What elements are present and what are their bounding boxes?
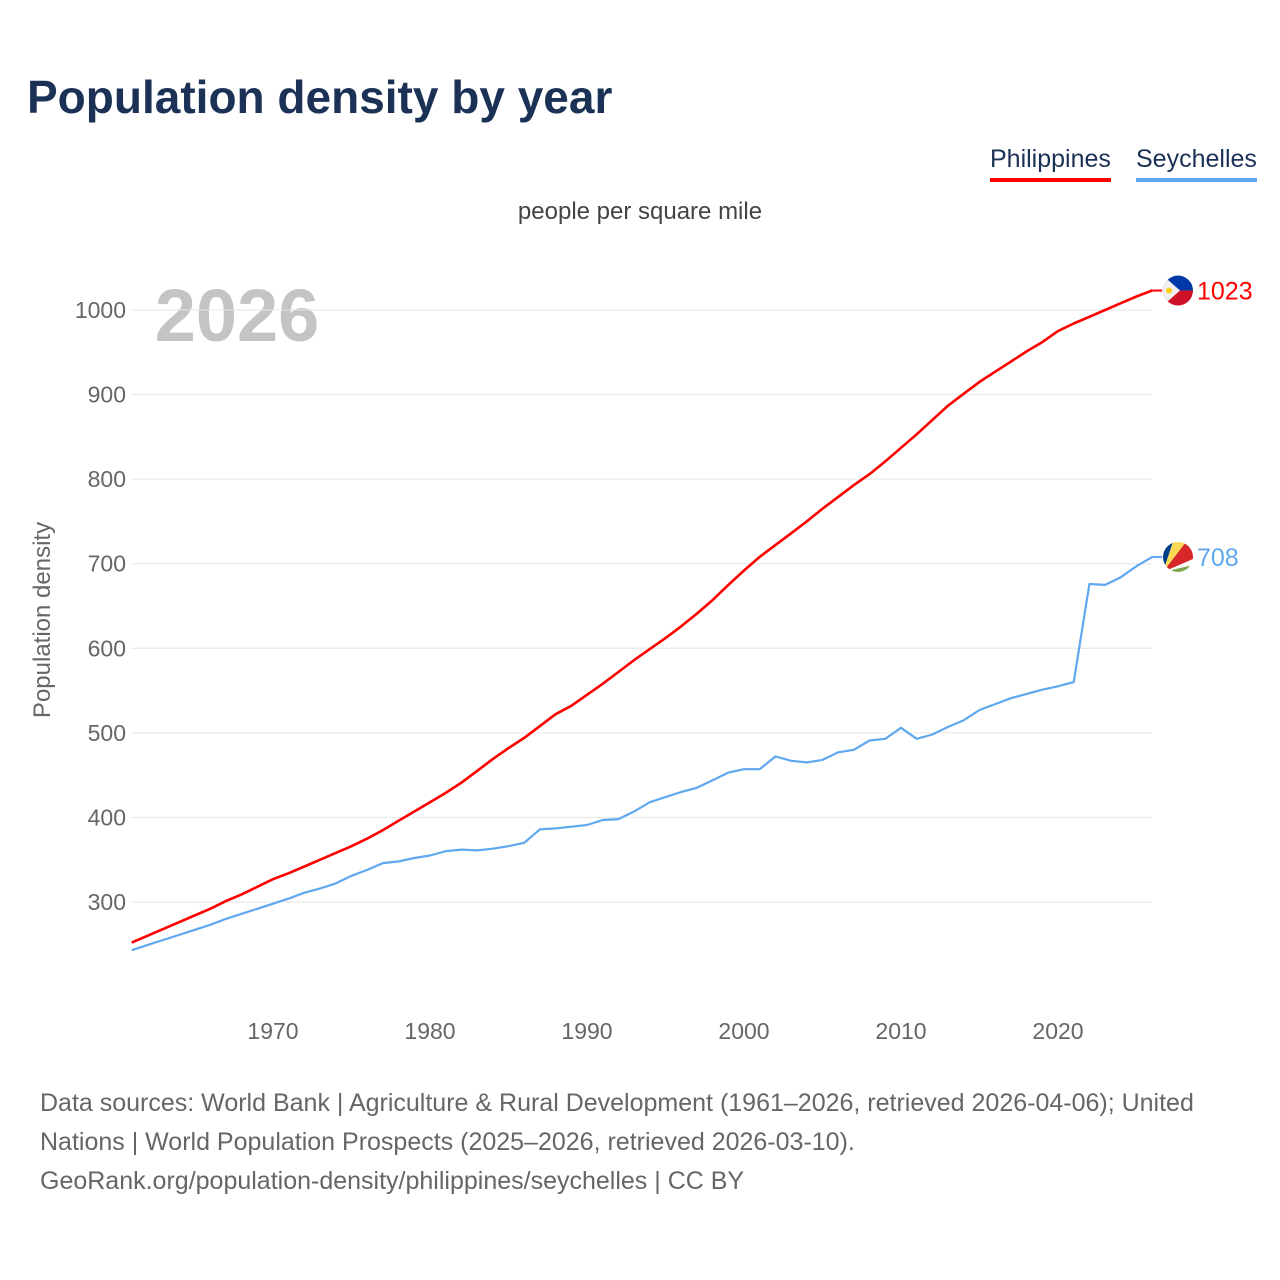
x-tick-label: 1990: [561, 1018, 612, 1044]
line-chart: 2026 Population density 300 400 500 600 700 8…: [29, 274, 1253, 1044]
x-tick-label: 2020: [1032, 1018, 1083, 1044]
x-tick-label: 2000: [718, 1018, 769, 1044]
y-tick-label: 700: [88, 551, 126, 577]
legend-item-seychelles[interactable]: Seychelles: [1136, 145, 1257, 182]
philippines-flag-icon: [1163, 275, 1193, 306]
y-tick-label: 600: [88, 635, 126, 661]
x-tick-label: 1980: [404, 1018, 455, 1044]
footer-sources: Data sources: World Bank | Agriculture &…: [40, 1084, 1250, 1201]
y-tick-label: 1000: [75, 297, 126, 323]
x-tick-label: 1970: [247, 1018, 298, 1044]
y-tick-label: 400: [88, 804, 126, 830]
series-line-philippines: [131, 289, 1153, 944]
x-tick-label: 2010: [875, 1018, 926, 1044]
y-tick-label: 300: [88, 889, 126, 915]
chart-title: Population density by year: [27, 71, 613, 123]
y-tick-label: 500: [88, 720, 126, 746]
y-tick-label: 900: [88, 382, 126, 408]
legend-item-philippines[interactable]: Philippines: [990, 145, 1111, 182]
footer-link[interactable]: GeoRank.org/population-density/philippin…: [40, 1167, 745, 1195]
footer-sources-text: Data sources: World Bank | Agriculture &…: [40, 1089, 1194, 1156]
end-value-label-seychelles: 708: [1197, 544, 1239, 572]
seychelles-flag-icon: [1163, 541, 1193, 572]
year-label: 2026: [155, 274, 320, 357]
series-line-seychelles: [131, 555, 1153, 952]
end-value-label-philippines: 1023: [1197, 278, 1253, 306]
chart-subtitle: people per square mile: [517, 198, 763, 225]
y-axis-label: Population density: [29, 522, 56, 718]
y-tick-label: 800: [88, 466, 126, 492]
